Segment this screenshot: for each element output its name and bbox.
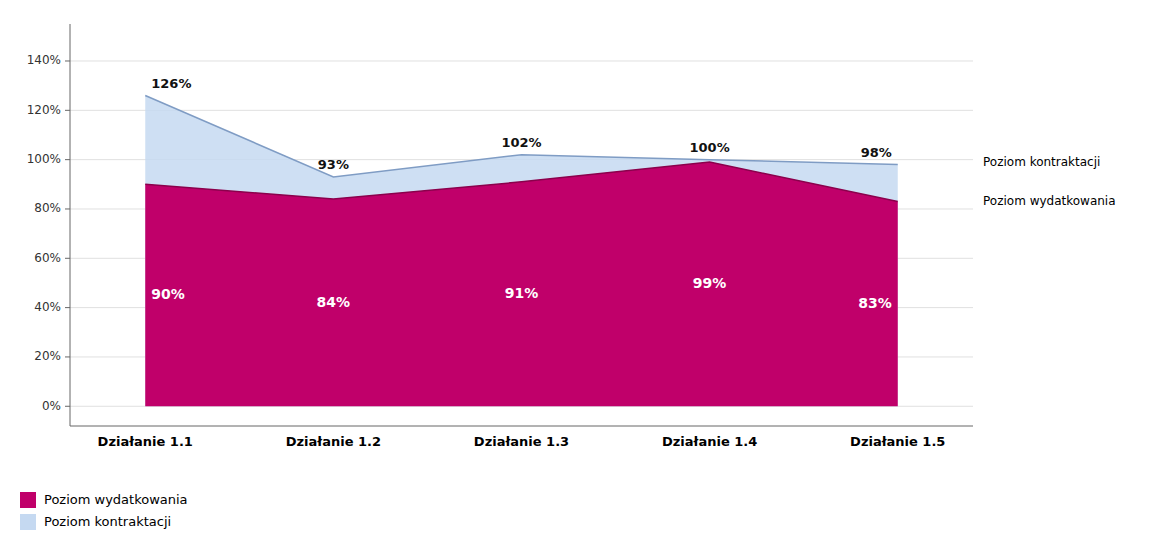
x-tick-label: Działanie 1.1 <box>98 434 193 449</box>
tick-mark <box>65 208 70 209</box>
area-line <box>145 162 898 201</box>
legend-label: Poziom kontraktacji <box>44 514 171 529</box>
data-label: 99% <box>693 275 727 291</box>
x-tick-label: Działanie 1.5 <box>850 434 945 449</box>
tick-mark <box>65 406 70 407</box>
grid: 0% 20% 40% 60% 80% 100% 120% 140% <box>27 53 973 412</box>
x-axis <box>70 426 973 427</box>
data-label: 91% <box>505 285 539 301</box>
area-line <box>145 96 898 177</box>
plot-area <box>145 96 898 407</box>
y-tick-label: 140% <box>27 53 61 67</box>
data-label: 90% <box>151 286 185 302</box>
series-end-label: Poziom wydatkowania <box>983 194 1116 208</box>
data-label: 100% <box>690 140 730 155</box>
tick-mark <box>65 110 70 111</box>
grid-line <box>70 60 973 61</box>
data-label: 83% <box>858 295 892 311</box>
data-label: 98% <box>861 145 892 160</box>
legend-label: Poziom wydatkowania <box>44 492 188 507</box>
legend-swatch <box>20 492 36 508</box>
y-tick-label: 40% <box>34 300 61 314</box>
tick-mark <box>65 258 70 259</box>
legend: Poziom wydatkowania Poziom kontraktacji <box>20 492 188 531</box>
x-tick-label: Działanie 1.3 <box>474 434 569 449</box>
x-tick-label: Działanie 1.2 <box>286 434 381 449</box>
area <box>145 162 898 406</box>
series-end-label: Poziom kontraktacji <box>983 155 1100 169</box>
area <box>145 96 898 407</box>
legend-swatch <box>20 514 36 530</box>
data-label: 93% <box>318 157 349 172</box>
y-tick-label: 100% <box>27 152 61 166</box>
data-label: 102% <box>501 135 541 150</box>
y-tick-label: 20% <box>34 349 61 363</box>
tick-mark <box>65 60 70 61</box>
chart: 0% 20% 40% 60% 80% 100% 120% 140% Działanie 1.1 D… <box>0 0 1153 536</box>
data-label: 84% <box>317 294 351 310</box>
y-tick-label: 60% <box>34 251 61 265</box>
tick-mark <box>65 307 70 308</box>
y-tick-label: 120% <box>27 103 61 117</box>
grid-line <box>70 110 973 111</box>
tick-mark <box>65 356 70 357</box>
y-tick-label: 0% <box>42 399 61 413</box>
tick-mark <box>65 159 70 160</box>
y-axis <box>70 24 71 426</box>
data-labels: 90% 84% 91% 99% 83% 126% 93% 102% 100% 98% <box>151 76 892 311</box>
y-tick-label: 80% <box>34 201 61 215</box>
data-label: 126% <box>151 76 191 91</box>
x-tick-label: Działanie 1.4 <box>662 434 757 449</box>
